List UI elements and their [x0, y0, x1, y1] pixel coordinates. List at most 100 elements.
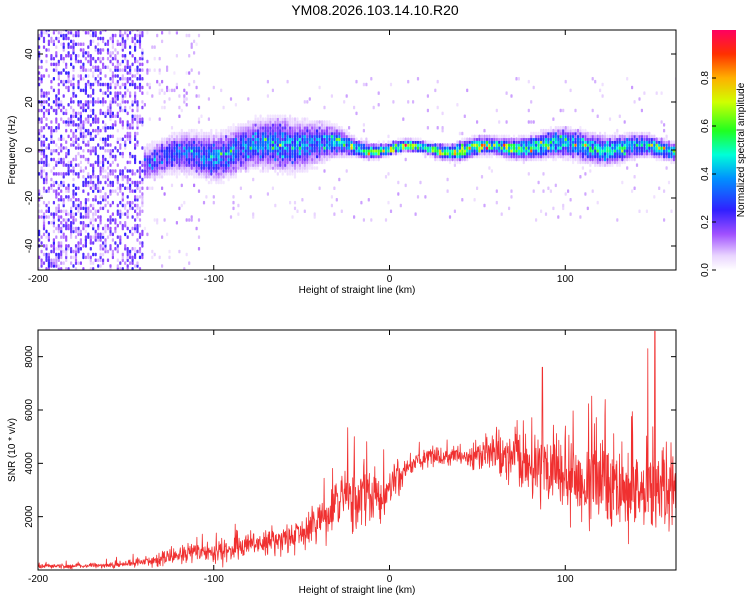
- spectrogram-cell: [72, 68, 75, 72]
- spectrogram-cell: [52, 238, 55, 242]
- spectrogram-cell: [655, 140, 658, 144]
- spectrogram-cell: [298, 137, 301, 141]
- spectrogram-cell: [296, 134, 299, 139]
- spectrogram-cell: [151, 143, 154, 147]
- spectrogram-cell: [274, 166, 277, 170]
- spectrogram-cell: [572, 137, 575, 141]
- spectrogram-cell: [82, 140, 85, 144]
- spectrogram-cell: [232, 131, 235, 136]
- spectrogram-cell: [111, 123, 114, 127]
- snr-frame: [37, 329, 677, 571]
- spectrogram-cell: [540, 154, 543, 159]
- spectrogram-cell: [220, 160, 223, 165]
- spectrogram-cell: [205, 166, 208, 170]
- spectrogram-cell: [104, 128, 107, 133]
- spectrogram-cell: [316, 157, 319, 162]
- spectrogram-cell: [114, 91, 117, 95]
- spectrogram-cell: [554, 143, 557, 147]
- spectrogram-cell: [131, 39, 134, 44]
- spectrogram-cell: [377, 146, 380, 150]
- spectrogram-cell: [153, 146, 156, 150]
- spectrogram-cell: [586, 146, 589, 150]
- spectrogram-cell: [247, 163, 250, 167]
- spectrogram-cell: [42, 180, 46, 185]
- spectrogram-cell: [121, 100, 124, 104]
- spectrogram-cell: [229, 143, 233, 147]
- spectrogram-cell: [102, 157, 105, 162]
- spectrogram-cell: [527, 157, 530, 162]
- spectrogram-cell: [190, 134, 193, 139]
- spectrogram-cell: [335, 143, 338, 147]
- spectrogram-cell: [276, 114, 279, 118]
- spectrogram-cell: [569, 128, 572, 133]
- spectrogram-cell: [92, 100, 95, 104]
- spectrogram-cell: [495, 146, 498, 150]
- spectrogram-cell: [239, 154, 242, 159]
- spectrogram-cell: [62, 111, 65, 116]
- spectrogram-cell: [623, 120, 626, 124]
- spectrogram-cell: [239, 163, 242, 167]
- spectrogram-cell: [87, 223, 90, 228]
- spectrogram-cell: [416, 143, 420, 147]
- spectrogram-cell: [232, 169, 235, 173]
- spectrogram-cell: [52, 212, 55, 216]
- spectrogram-cell: [72, 255, 75, 260]
- spectrogram-cell: [175, 82, 178, 87]
- spectrogram-cell: [345, 137, 348, 141]
- spectrogram-cell: [161, 154, 164, 159]
- spectrogram-cell: [306, 163, 309, 167]
- spectrogram-cell: [537, 131, 540, 136]
- spectrogram-cell: [134, 154, 137, 159]
- spectrogram-cell: [134, 172, 137, 176]
- spectrogram-cell: [456, 143, 459, 147]
- spectrogram-cell: [601, 157, 604, 162]
- spectrogram-cell: [104, 223, 107, 228]
- spectrogram-cell: [119, 31, 122, 35]
- spectrogram-cell: [197, 169, 201, 173]
- spectrogram-cell: [222, 140, 225, 144]
- spectrogram-cell: [237, 131, 240, 136]
- spectrogram-cell: [540, 151, 543, 156]
- spectrogram-cell: [409, 149, 412, 153]
- spectrogram-cell: [508, 206, 511, 211]
- spectrogram-cell: [397, 192, 400, 196]
- spectrogram-cell: [55, 126, 58, 130]
- spectrogram-cell: [225, 157, 228, 162]
- spectrogram-cell: [239, 149, 242, 153]
- spectrogram-cell: [353, 154, 356, 159]
- spectrogram-cell: [269, 160, 272, 165]
- spectrogram-cell: [225, 149, 228, 153]
- spectrogram-cell: [141, 56, 144, 61]
- spectrogram-cell: [608, 140, 612, 144]
- spectrogram-cell: [50, 249, 53, 254]
- spectrogram-cell: [392, 149, 395, 153]
- spectrogram-cell: [148, 117, 151, 121]
- spectrogram-cell: [601, 82, 604, 87]
- spectrogram-y-tick-label: -20: [24, 190, 35, 205]
- spectrogram-cell: [215, 128, 218, 133]
- spectrogram-cell: [473, 134, 476, 139]
- spectrogram-cell: [40, 103, 43, 107]
- spectrogram-cell: [151, 160, 154, 165]
- spectrogram-cell: [500, 146, 503, 150]
- spectrogram-cell: [345, 149, 348, 153]
- spectrogram-cell: [129, 123, 132, 127]
- spectrogram-cell: [50, 131, 53, 136]
- spectrogram-cell: [109, 36, 112, 41]
- spectrogram-cell: [109, 203, 112, 208]
- spectrogram-cell: [665, 166, 668, 170]
- spectrogram-cell: [670, 151, 673, 156]
- spectrogram-cell: [412, 143, 415, 147]
- spectrogram-cell: [102, 146, 105, 150]
- spectrogram-cell: [143, 163, 146, 167]
- spectrogram-cell: [138, 209, 142, 213]
- spectrogram-cell: [266, 192, 269, 196]
- spectrogram-cell: [45, 59, 48, 64]
- spectrogram-cell: [493, 146, 496, 150]
- spectrogram-cell: [633, 140, 636, 144]
- spectrogram-cell: [293, 169, 297, 173]
- spectrogram-cell: [138, 195, 142, 199]
- spectrogram-cell: [225, 137, 228, 141]
- spectrogram-cell: [141, 177, 144, 182]
- spectrogram-cell: [70, 261, 73, 265]
